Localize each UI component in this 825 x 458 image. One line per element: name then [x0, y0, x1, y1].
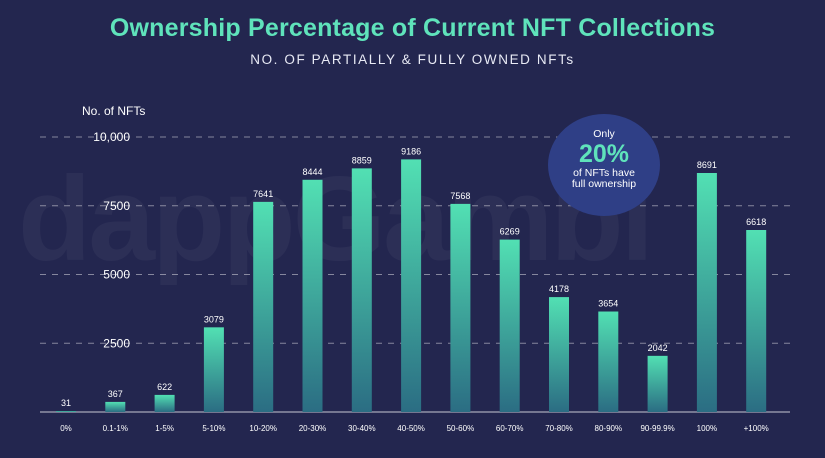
value-label: 6269 — [500, 227, 520, 237]
bars — [56, 159, 767, 412]
bar-60-70% — [499, 239, 520, 412]
x-tick-labels: 0% 0.1-1% 1-5% 5-10% 10-20% 20-30% 30-40% 40-50… — [60, 424, 769, 433]
value-label: 7641 — [253, 189, 273, 199]
bar-30-40% — [351, 168, 372, 412]
value-label: 7568 — [450, 191, 470, 201]
bar-90-99.9% — [647, 355, 668, 412]
value-label: 8444 — [302, 167, 322, 177]
x-tick-label: 1-5% — [155, 424, 174, 433]
bar-1-5% — [154, 394, 175, 412]
value-label: 3654 — [598, 299, 618, 309]
bar-80-90% — [598, 311, 619, 412]
x-tick-label: +100% — [744, 424, 769, 433]
callout-post-text: of NFTs have full ownership — [571, 167, 637, 190]
chart-title: Ownership Percentage of Current NFT Coll… — [109, 14, 716, 42]
y-axis-label: No. of NFTs — [82, 104, 145, 118]
y-tick-label: 5000 — [103, 268, 130, 282]
value-label: 622 — [157, 382, 172, 392]
callout-percentage: 20% — [578, 140, 630, 168]
bar-0% — [56, 411, 76, 412]
value-label: 367 — [108, 389, 123, 399]
value-label: 4178 — [549, 284, 569, 294]
value-labels: 31 367 622 3079 7641 8444 8859 9186 7568 6269 4178… — [61, 146, 766, 408]
y-tick-label: 10,000 — [93, 130, 130, 144]
y-tick-labels: 2500 5000 7500 10,000 — [93, 130, 130, 350]
bar-0.1-1% — [105, 401, 126, 412]
x-tick-label: 0% — [60, 424, 72, 433]
x-tick-label: 50-60% — [447, 424, 475, 433]
x-tick-label: 20-30% — [299, 424, 327, 433]
chart-subtitle: NO. OF PARTIALLY & FULLY OWNED NFTs — [250, 52, 575, 67]
callout-bubble: Only 20% of NFTs have full ownership — [548, 114, 660, 216]
y-tick-label: 7500 — [103, 199, 130, 213]
x-tick-label: 10-20% — [249, 424, 277, 433]
value-label: 9186 — [401, 146, 421, 156]
bar-50-60% — [450, 203, 471, 412]
bar-70-80% — [549, 297, 569, 412]
y-tick-label: 2500 — [103, 336, 130, 350]
bar-5-10% — [203, 327, 224, 412]
bar-40-50% — [401, 159, 422, 412]
x-tick-label: 0.1-1% — [103, 424, 128, 433]
value-label: 8691 — [697, 160, 717, 170]
value-label: 3079 — [204, 314, 224, 324]
x-tick-label: 40-50% — [397, 424, 425, 433]
value-label: 2042 — [648, 343, 668, 353]
bar-100% — [696, 172, 717, 412]
x-tick-label: 30-40% — [348, 424, 376, 433]
x-tick-label: 5-10% — [202, 424, 225, 433]
x-tick-label: 60-70% — [496, 424, 524, 433]
x-tick-label: 100% — [697, 424, 717, 433]
value-label: 8859 — [352, 155, 372, 165]
bar-+100% — [746, 230, 767, 412]
bar-10-20% — [253, 201, 274, 412]
x-tick-label: 70-80% — [545, 424, 573, 433]
value-label: 31 — [61, 398, 71, 408]
x-tick-label: 80-90% — [595, 424, 623, 433]
callout-pre-text: Only — [593, 128, 615, 140]
value-label: 6618 — [746, 217, 766, 227]
x-tick-label: 90-99.9% — [640, 424, 674, 433]
bar-20-30% — [302, 179, 323, 412]
